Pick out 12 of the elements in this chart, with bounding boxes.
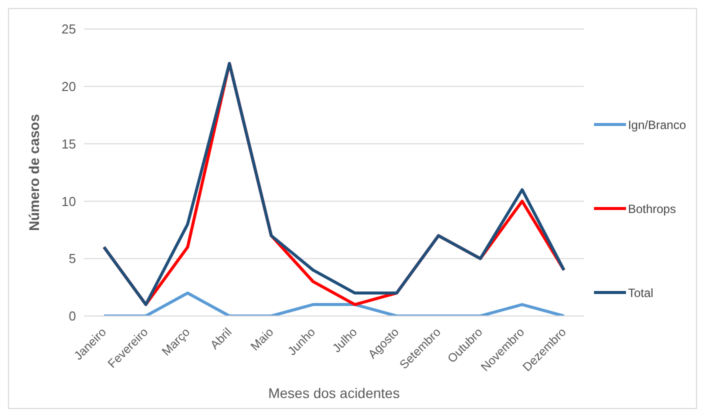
y-tick-label: 25	[62, 22, 76, 37]
y-tick-label: 10	[62, 194, 76, 209]
line-series	[102, 62, 566, 306]
x-axis-title: Meses dos acidentes	[268, 385, 400, 401]
legend-label: Total	[628, 286, 654, 300]
y-tick-label: 15	[62, 136, 76, 152]
legend-label: Bothrops	[628, 202, 676, 216]
y-tick-label: 5	[68, 251, 76, 266]
y-axis-title: Número de casos	[26, 114, 42, 231]
y-tick-label: 20	[62, 79, 76, 94]
legend-label: Ign/Branco	[628, 118, 686, 132]
y-tick-label: 0	[68, 308, 76, 324]
